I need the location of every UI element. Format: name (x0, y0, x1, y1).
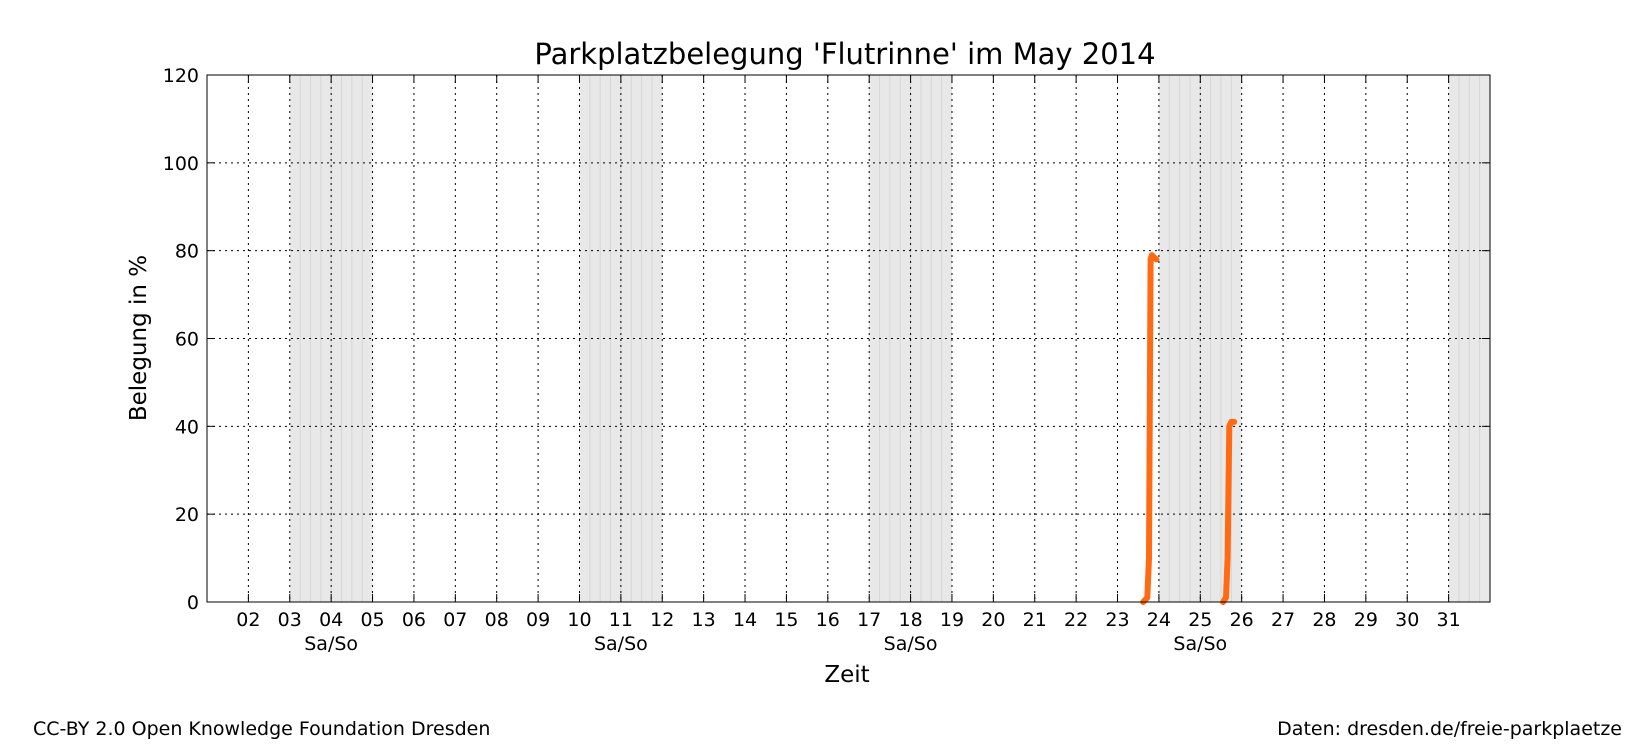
weekend-shading (289, 75, 1490, 602)
x-tick-label: 19 (940, 609, 964, 631)
footer-source: Daten: dresden.de/freie-parkplaetze (1277, 718, 1622, 740)
chart-title: Parkplatzbelegung 'Flutrinne' im May 201… (534, 37, 1155, 71)
x-tick-label: 13 (692, 609, 716, 631)
x-tick-label: 30 (1395, 609, 1419, 631)
y-axis-label: Belegung in % (126, 255, 152, 421)
x-tick-label: 05 (360, 609, 384, 631)
x-tick-label: 18 (898, 609, 922, 631)
x-tick-label: 17 (857, 609, 881, 631)
x-tick-label: 29 (1354, 609, 1378, 631)
weekend-label: Sa/So (304, 633, 358, 655)
weekend-label: Sa/So (594, 633, 648, 655)
x-tick-label: 22 (1064, 609, 1088, 631)
x-tick-label: 07 (443, 609, 467, 631)
y-tick-label: 0 (187, 592, 199, 614)
x-tick-label: 20 (981, 609, 1005, 631)
footer-credit: CC-BY 2.0 Open Knowledge Foundation Dres… (33, 718, 491, 740)
x-tick-label: 16 (816, 609, 840, 631)
x-tick-label: 12 (650, 609, 674, 631)
grid (207, 75, 1490, 602)
weekend-label: Sa/So (884, 633, 938, 655)
weekend-label: Sa/So (1173, 633, 1227, 655)
x-tick-label: 31 (1437, 609, 1461, 631)
x-tick-label: 11 (609, 609, 633, 631)
series-line (1140, 252, 1160, 605)
x-tick-label: 25 (1188, 609, 1212, 631)
x-tick-label: 24 (1147, 609, 1171, 631)
y-tick-label: 60 (175, 329, 199, 351)
x-tick-label: 15 (774, 609, 798, 631)
y-tick-label: 100 (163, 153, 199, 175)
y-tick-label: 40 (175, 416, 199, 438)
x-tick-label: 21 (1023, 609, 1047, 631)
series-line (1220, 418, 1238, 605)
y-tick-label: 80 (175, 241, 199, 263)
x-tick-label: 09 (526, 609, 550, 631)
x-tick-label: 14 (733, 609, 757, 631)
x-tick-label: 08 (485, 609, 509, 631)
y-tick-label: 120 (163, 65, 199, 87)
x-tick-label: 04 (319, 609, 343, 631)
x-tick-label: 03 (278, 609, 302, 631)
x-tick-label: 26 (1230, 609, 1254, 631)
y-tick-label: 20 (175, 504, 199, 526)
x-tick-label: 06 (402, 609, 426, 631)
x-axis-label: Zeit (824, 662, 869, 688)
x-tick-label: 27 (1271, 609, 1295, 631)
series (1140, 252, 1238, 605)
x-tick-label: 23 (1105, 609, 1129, 631)
x-tick-label: 02 (236, 609, 260, 631)
x-tick-label: 10 (567, 609, 591, 631)
x-tick-label: 28 (1312, 609, 1336, 631)
ticks: Sa/So Sa/So Sa/So Sa/So 0 20 40 60 80 100 120 02 03 0… (163, 65, 1490, 655)
